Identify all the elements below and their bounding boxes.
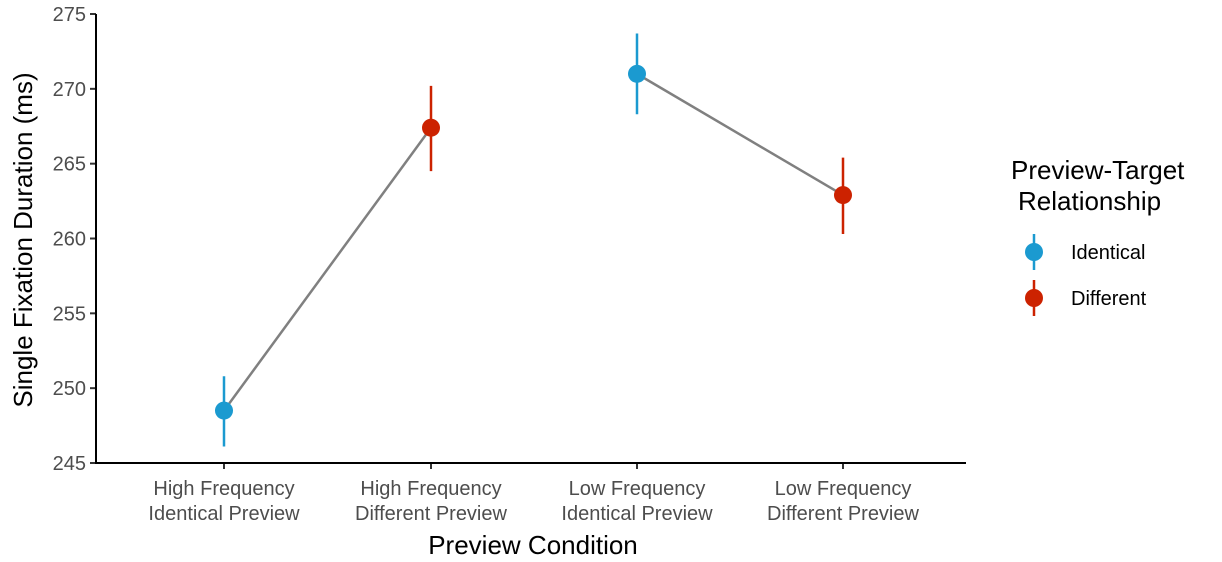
data-point-identical-3	[628, 64, 646, 83]
y-tick-label-270: 270	[53, 79, 86, 101]
legend-title-line-2: Relationship	[1018, 186, 1161, 216]
y-tick-label-275: 275	[53, 4, 86, 26]
y-tick-label-260: 260	[53, 229, 86, 251]
x-tick-label-1: High Frequency Identical Preview	[148, 478, 300, 525]
legend-item-identical: Identical	[1025, 234, 1146, 270]
x-tick-label-4: Low Frequency Different Preview	[767, 478, 919, 525]
x-tick-label-2: High Frequency Different Preview	[355, 478, 507, 525]
data-point-different-4	[834, 186, 852, 205]
legend: Preview-Target Relationship Identical Dif…	[1011, 155, 1185, 316]
legend-label-different: Different	[1071, 288, 1147, 310]
x-tick-label-3: Low Frequency Identical Preview	[561, 478, 713, 525]
legend-title-line-1: Preview-Target	[1011, 155, 1185, 185]
y-tick-label-245: 245	[53, 453, 86, 475]
legend-key-point-identical	[1025, 243, 1043, 261]
connector-line-1	[222, 127, 433, 412]
data-point-identical-1	[215, 401, 233, 420]
connector-line-2	[636, 72, 844, 197]
legend-label-identical: Identical	[1071, 242, 1146, 264]
y-tick-label-255: 255	[53, 303, 86, 325]
y-tick-label-265: 265	[53, 154, 86, 176]
y-axis-title: Single Fixation Duration (ms)	[8, 72, 38, 407]
legend-key-point-different	[1025, 289, 1043, 307]
y-tick-label-250: 250	[53, 378, 86, 400]
x-axis-title: Preview Condition	[428, 530, 638, 560]
data-point-different-2	[422, 118, 440, 137]
plot-area: 245 250 255 260 265 270 275 High Frequency Ident…	[53, 4, 920, 525]
legend-item-different: Different	[1025, 280, 1147, 316]
